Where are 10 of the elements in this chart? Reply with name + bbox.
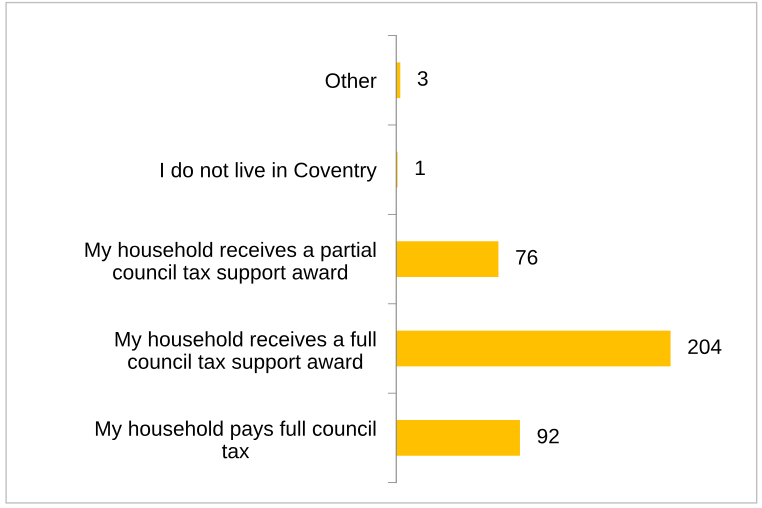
data-label: 76 <box>516 250 538 265</box>
data-label: 3 <box>418 71 428 86</box>
y-tick-label: My household pays full council tax <box>96 420 376 458</box>
data-label: 204 <box>688 339 722 354</box>
y-tick-label: My household receives a full council tax support award <box>116 331 376 374</box>
y-tick-label: My household receives a partial council tax support award <box>86 242 376 284</box>
data-label: 1 <box>416 160 425 176</box>
data-label: 92 <box>538 428 559 444</box>
y-tick-label: Other <box>326 72 376 88</box>
y-tick-label: I do not live in Coventry <box>161 162 377 182</box>
